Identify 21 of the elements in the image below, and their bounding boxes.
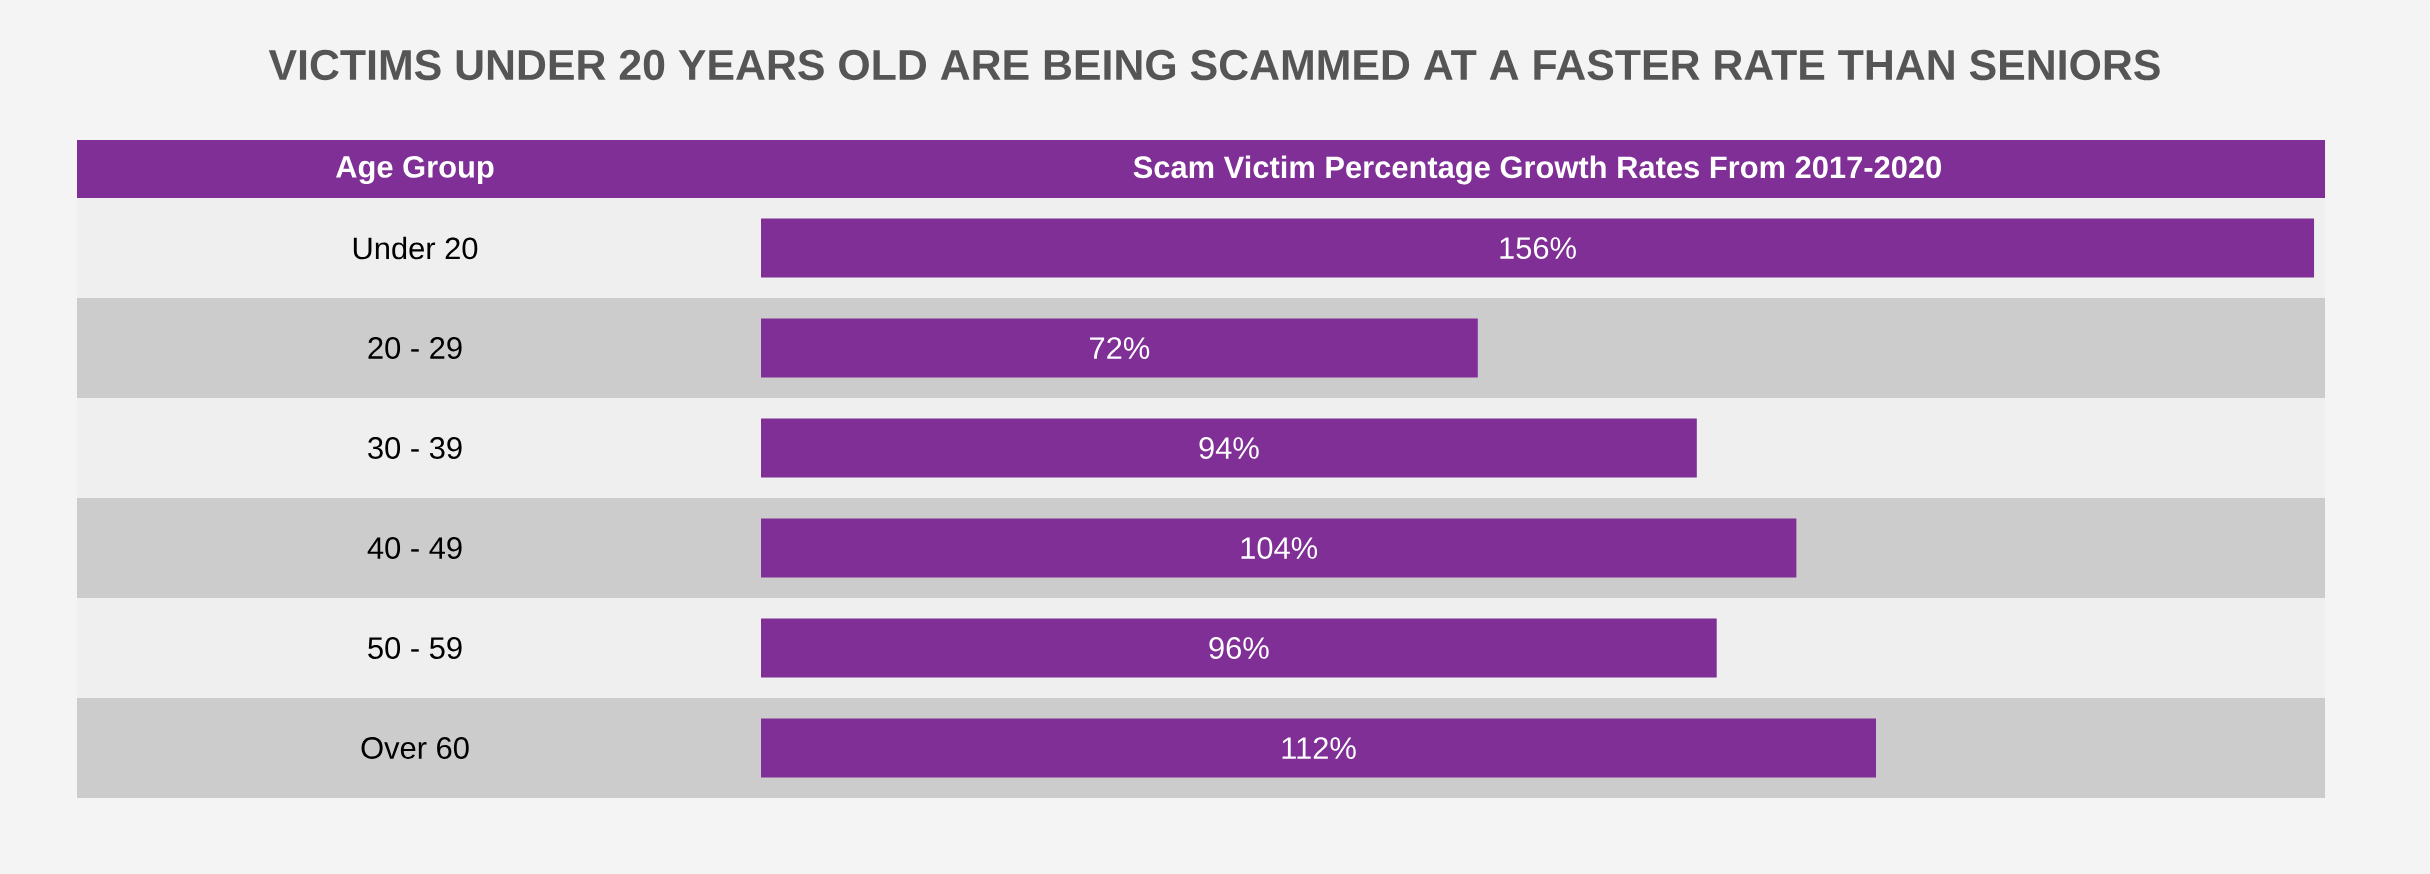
bar [761, 618, 1717, 678]
y-tick-label: 40 - 49 [367, 537, 462, 559]
chart-title: VICTIMS UNDER 20 YEARS OLD ARE BEING SCAMMED AT A FASTER RATE THAN SENIORS [268, 49, 2160, 81]
bar [761, 218, 2315, 278]
y-tick-label: Over 60 [361, 737, 469, 759]
y-tick-label: 30 - 39 [368, 437, 462, 459]
y-tick-label: Under 20 [353, 236, 478, 260]
y-tick-label: 20 - 29 [368, 337, 462, 359]
y-tick-label: 50 - 59 [368, 637, 462, 659]
bar [761, 718, 1877, 778]
y-axis-title: Age Group [335, 155, 494, 185]
data-label: 96% [1209, 637, 1269, 659]
bar [761, 318, 1478, 378]
data-label: 156% [1500, 237, 1576, 259]
data-label: 94% [1199, 437, 1259, 459]
x-axis-title: Scam Victim Percentage Growth Rates From 2017-2020 [1133, 155, 1941, 185]
data-label: 72% [1090, 337, 1150, 359]
bar [761, 418, 1697, 478]
data-label: 112% [1282, 737, 1356, 759]
data-label: 104% [1241, 537, 1318, 559]
bar [761, 518, 1797, 578]
